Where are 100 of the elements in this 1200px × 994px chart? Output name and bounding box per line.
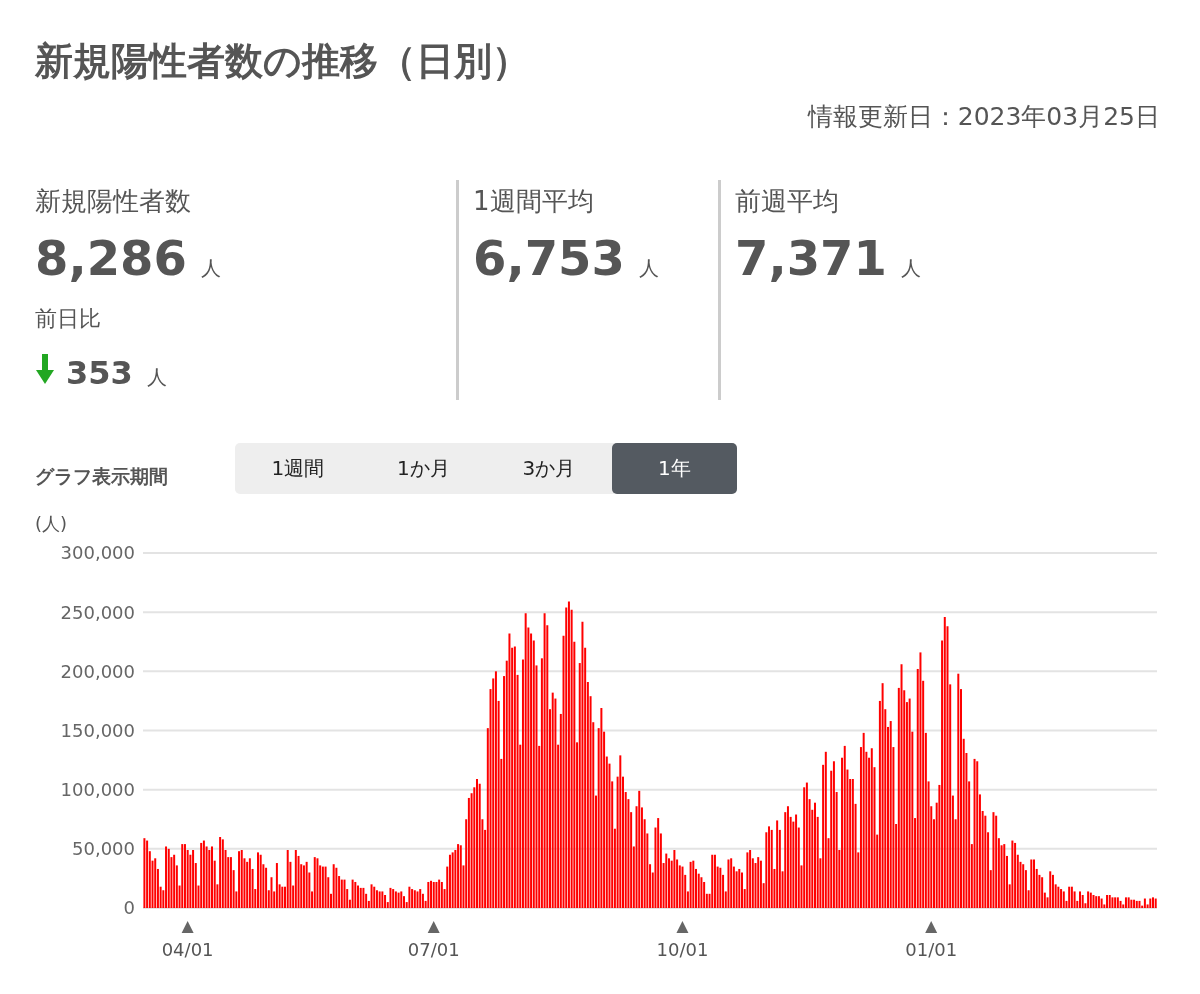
text: 人 [146, 364, 167, 391]
bar [908, 698, 911, 908]
bar [375, 890, 378, 908]
bar [759, 860, 762, 908]
text: 前日比 [35, 305, 101, 333]
bar [189, 854, 192, 908]
bar [689, 861, 692, 908]
bar [984, 815, 987, 908]
bar [703, 881, 706, 908]
bar [476, 779, 478, 908]
bar [294, 850, 297, 908]
bar [770, 829, 773, 908]
bar [1041, 877, 1044, 908]
bar [427, 881, 430, 908]
bar [638, 790, 641, 908]
text: 1週間平均 [473, 185, 594, 218]
bar [919, 652, 922, 908]
bar [211, 846, 214, 908]
bar [740, 872, 743, 908]
bar [146, 840, 149, 908]
text: 353 [66, 354, 133, 392]
bar [786, 806, 789, 908]
bar [351, 879, 354, 908]
bar [335, 867, 338, 908]
bar [776, 820, 779, 908]
bar [976, 761, 979, 908]
bar [543, 613, 546, 908]
text: 人 [638, 255, 659, 282]
bar [154, 858, 157, 908]
bar [1111, 897, 1114, 908]
bar [692, 860, 695, 908]
bar [270, 877, 273, 908]
text: 6,753 [473, 230, 625, 286]
y-tick-label: 200,000 [60, 660, 135, 682]
bar [943, 616, 946, 908]
bar [681, 866, 684, 908]
bar [697, 873, 700, 908]
bar [524, 613, 527, 908]
bar [324, 866, 327, 908]
y-tick-label: 100,000 [60, 779, 135, 801]
bar [256, 852, 259, 908]
bar [259, 854, 262, 908]
bar [862, 732, 865, 908]
bar [1078, 891, 1081, 908]
x-tick-label: 01/01 [905, 939, 958, 960]
text: 人 [900, 255, 921, 282]
text: 1年 [611, 443, 737, 494]
y-tick-label: 150,000 [60, 719, 135, 741]
text: 情報更新日：2023年03月25日 [807, 101, 1160, 133]
bar [397, 892, 400, 908]
bar [673, 850, 676, 908]
bar [343, 879, 346, 908]
y-tick-label: 250,000 [60, 601, 135, 623]
bar [824, 751, 827, 908]
bar [173, 854, 176, 908]
text: 1週間 [270, 455, 326, 482]
bar [1051, 874, 1054, 908]
bar [275, 863, 278, 908]
bar [1057, 886, 1060, 908]
bar [1014, 842, 1017, 908]
bar [735, 871, 738, 908]
bar [1130, 899, 1133, 908]
bar [246, 861, 249, 908]
bar [567, 601, 570, 908]
y-tick-label: 300,000 [60, 542, 135, 564]
bar [973, 758, 976, 908]
bar [700, 877, 703, 908]
bar [384, 894, 387, 908]
bar [730, 858, 733, 908]
bar [370, 884, 373, 908]
text: 3か月 [521, 455, 577, 482]
bar [1138, 900, 1141, 908]
bar [1143, 898, 1146, 908]
bar [881, 683, 884, 908]
bar [508, 633, 511, 908]
bar [435, 881, 438, 908]
bar [870, 748, 873, 908]
bar [657, 818, 660, 908]
bar [667, 858, 670, 908]
bar [478, 783, 481, 908]
bar [313, 857, 316, 908]
text: 8,286 [35, 230, 187, 286]
bar [494, 671, 497, 908]
bar [143, 838, 146, 908]
x-tick-label: 04/01 [161, 939, 214, 960]
bar [1003, 844, 1006, 908]
bar [265, 867, 268, 908]
bar [995, 815, 998, 908]
bar [957, 673, 960, 908]
bar [467, 797, 470, 908]
bar [814, 802, 816, 908]
text: 1か月 [395, 455, 451, 482]
bar [381, 891, 384, 908]
bar [581, 621, 584, 908]
bar [1011, 840, 1014, 908]
bar [600, 708, 603, 908]
bar [421, 893, 424, 908]
text: 7,371 [735, 230, 887, 286]
bar [1049, 871, 1052, 908]
x-tick-label: 10/01 [656, 939, 709, 960]
